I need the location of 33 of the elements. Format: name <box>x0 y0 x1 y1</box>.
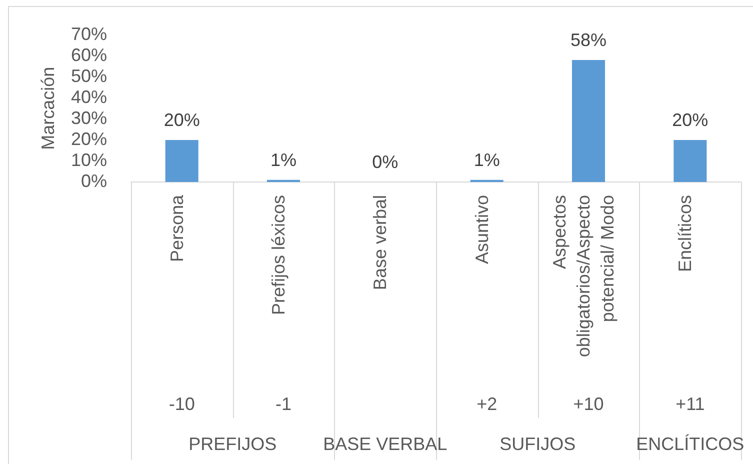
x-tick-label: Prefijos léxicos <box>268 195 288 316</box>
text: +2 <box>476 394 498 414</box>
x-tick-label: Enclíticos <box>675 195 696 272</box>
text: BASE VERBAL <box>323 434 448 454</box>
y-tick-label: 40% <box>70 86 107 107</box>
text: -10 <box>168 394 195 414</box>
text: +10 <box>573 394 604 414</box>
text: -1 <box>275 394 292 414</box>
data-label: 1% <box>270 150 297 170</box>
text: PREFIJOS <box>188 434 277 454</box>
x-tick-label: Persona <box>166 194 187 262</box>
data-label: 20% <box>672 110 708 130</box>
x-tick-label: Aspectos obligatorios/Aspecto potencial/ Modo <box>549 195 618 358</box>
y-tick-label: 60% <box>70 44 107 65</box>
y-tick-label: 20% <box>70 128 107 149</box>
y-tick-label: 10% <box>70 150 107 170</box>
text: ENCLÍTICOS <box>636 434 744 454</box>
bar <box>674 140 707 182</box>
data-label: 1% <box>474 150 500 170</box>
data-label: 20% <box>164 110 200 130</box>
data-label: 0% <box>372 152 398 172</box>
bar <box>572 60 606 182</box>
text: +11 <box>676 394 705 414</box>
data-label: 58% <box>570 30 607 50</box>
y-tick-label: 30% <box>70 108 107 128</box>
x-tick-label: Asuntivo <box>472 195 492 264</box>
bar <box>165 140 198 182</box>
y-axis-title: Marcación <box>38 66 58 150</box>
y-tick-label: 70% <box>70 24 107 44</box>
y-tick-label: 50% <box>70 66 107 86</box>
x-tick-label: Base verbal <box>370 195 390 290</box>
y-tick-label: 0% <box>80 170 107 191</box>
text: SUFIJOS <box>500 434 576 454</box>
